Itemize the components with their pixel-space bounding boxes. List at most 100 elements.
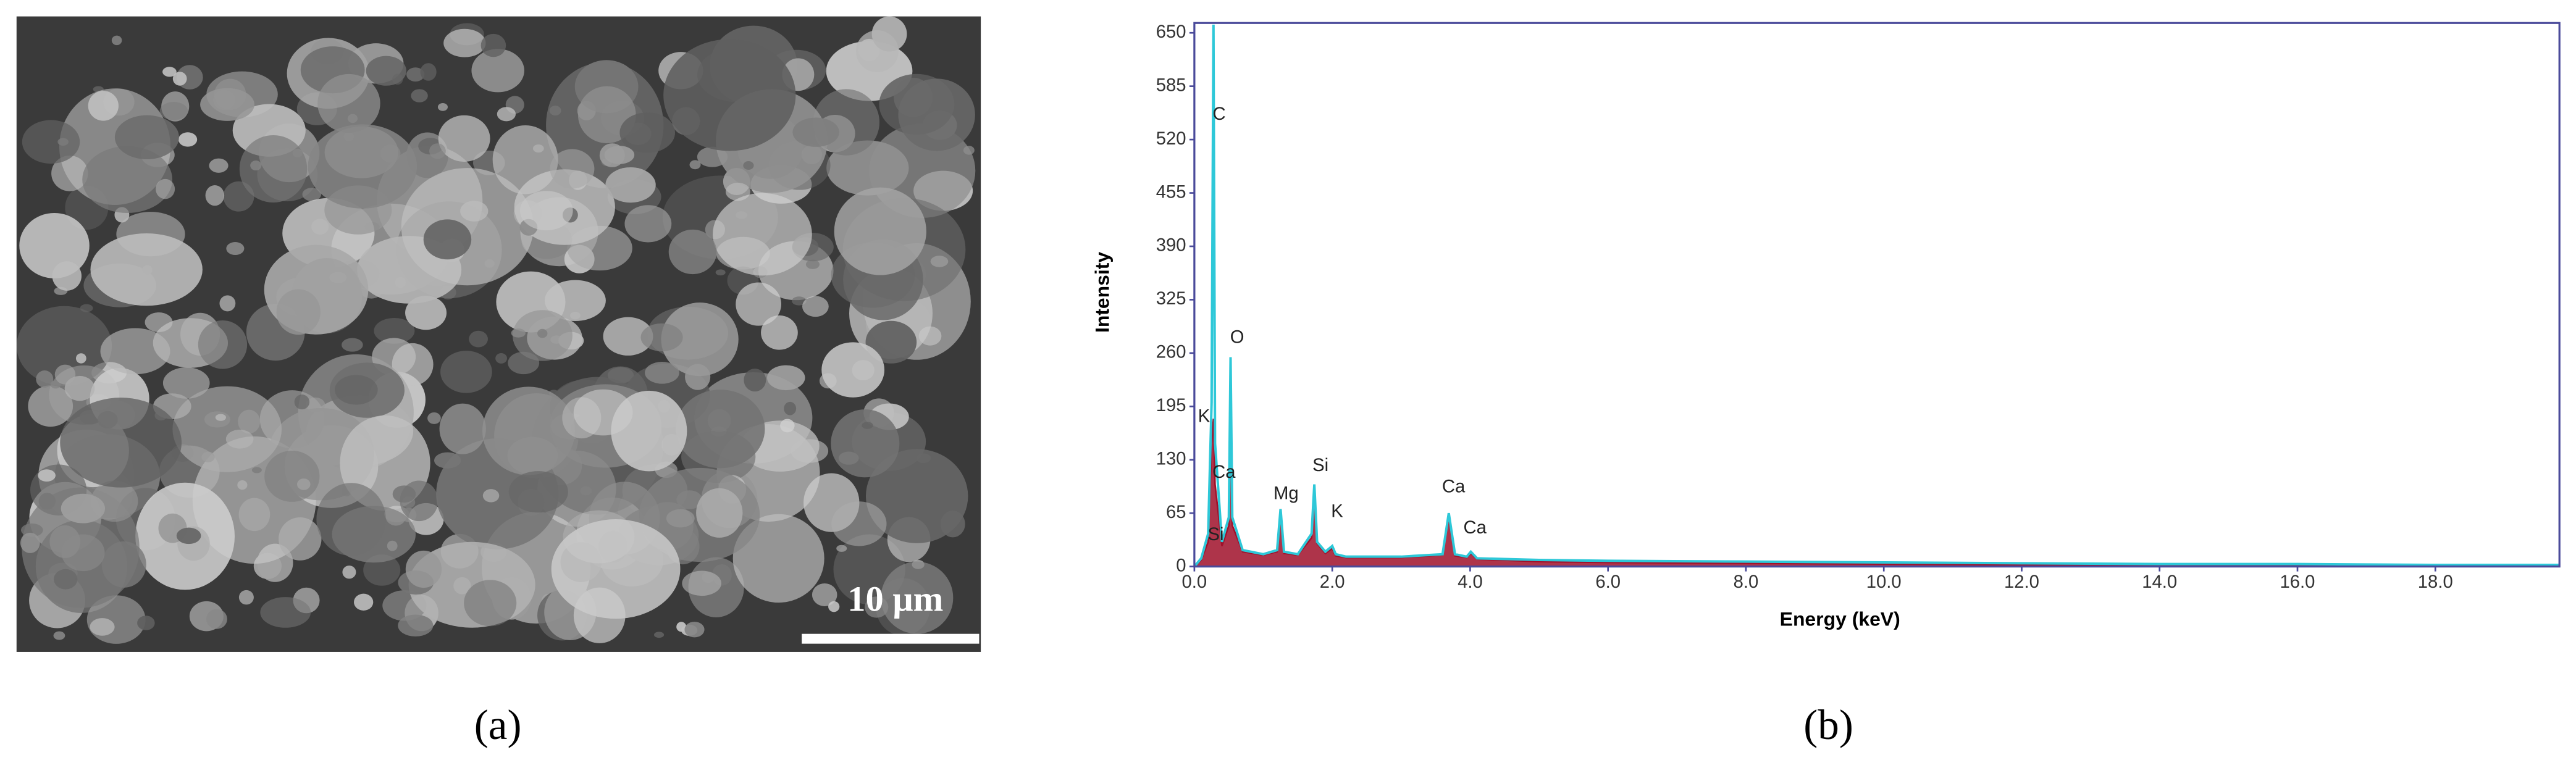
y-tick-label: 390 — [1156, 236, 1186, 256]
particle — [82, 146, 173, 214]
particle — [28, 385, 73, 427]
particle — [52, 261, 82, 291]
particle — [439, 403, 486, 454]
particle — [296, 478, 311, 490]
plot-frame — [1193, 22, 2561, 568]
particle — [162, 367, 210, 399]
peak-label: K — [1198, 406, 1210, 426]
particle — [550, 149, 595, 189]
particle — [19, 212, 90, 278]
particle — [828, 601, 840, 612]
particle — [137, 616, 155, 630]
particle — [732, 514, 824, 603]
y-axis-title: Intensity — [1091, 252, 1114, 333]
particle — [311, 219, 329, 235]
particle — [743, 161, 754, 170]
particle — [511, 328, 526, 338]
peak-label: Ca — [1442, 477, 1466, 497]
particle — [668, 229, 717, 275]
peak-label: Mg — [1273, 483, 1299, 503]
particle — [898, 78, 975, 151]
particle — [205, 185, 225, 206]
particle — [480, 33, 506, 57]
particle — [482, 386, 575, 475]
particle — [401, 168, 534, 286]
particle — [53, 631, 65, 640]
particle — [784, 401, 797, 415]
particle — [780, 419, 795, 433]
particle — [624, 122, 652, 146]
particle — [238, 590, 254, 605]
particle — [881, 561, 954, 634]
particle — [176, 527, 201, 545]
particle — [86, 595, 146, 644]
particle — [545, 280, 606, 322]
x-tick-label: 0.0 — [1182, 572, 1207, 592]
spectrum-line — [1194, 24, 2560, 567]
particle — [682, 570, 721, 596]
particle — [342, 338, 363, 352]
particle — [172, 72, 187, 86]
particle — [812, 583, 837, 606]
particle — [663, 39, 796, 151]
peak-label: Ca — [1212, 462, 1236, 482]
particle — [57, 138, 69, 146]
particle — [689, 160, 701, 170]
particle — [411, 89, 428, 102]
particle — [294, 394, 310, 410]
particle — [342, 566, 356, 579]
particle — [239, 135, 308, 203]
particle — [831, 501, 887, 546]
particle — [405, 296, 447, 330]
y-tick-label: 585 — [1156, 75, 1186, 95]
spectrum-area — [1194, 361, 2560, 567]
particle — [420, 63, 437, 81]
particle — [440, 351, 492, 393]
particle — [423, 219, 472, 260]
particle — [156, 178, 175, 199]
y-tick-label: 130 — [1156, 449, 1186, 469]
plot-area — [1194, 24, 2560, 567]
particle — [316, 483, 386, 556]
particle — [736, 282, 782, 326]
particle — [145, 312, 173, 332]
peak-label: O — [1230, 328, 1244, 348]
y-tick-label: 325 — [1156, 289, 1186, 309]
particle — [20, 532, 40, 553]
sem-image — [16, 16, 981, 652]
y-tick-label: 260 — [1156, 343, 1186, 362]
particle — [154, 410, 167, 421]
x-tick-label: 2.0 — [1320, 572, 1345, 592]
particle — [276, 289, 321, 335]
peak-label: Si — [1312, 456, 1328, 475]
particle — [429, 143, 446, 159]
particle — [551, 519, 681, 619]
particle — [302, 188, 322, 201]
particle — [508, 471, 568, 513]
particle — [64, 375, 95, 401]
particle — [482, 489, 500, 503]
particle — [471, 49, 524, 93]
y-tick-label: 195 — [1156, 396, 1186, 415]
particle — [353, 593, 374, 611]
particle — [209, 158, 229, 173]
particle — [661, 303, 739, 377]
particle — [599, 143, 625, 167]
particle — [715, 269, 726, 276]
particle — [36, 370, 54, 388]
x-tick-label: 8.0 — [1734, 572, 1759, 592]
y-tick-label: 455 — [1156, 182, 1186, 202]
particle — [684, 622, 705, 638]
particle — [279, 517, 322, 561]
particle — [38, 469, 56, 482]
peak-label: Ca — [1464, 518, 1487, 538]
particle — [22, 120, 80, 164]
particle — [172, 386, 282, 472]
particle — [865, 449, 968, 543]
particle — [90, 233, 203, 306]
particle — [334, 375, 378, 405]
caption: (a) — [474, 701, 522, 748]
particle — [374, 318, 415, 344]
